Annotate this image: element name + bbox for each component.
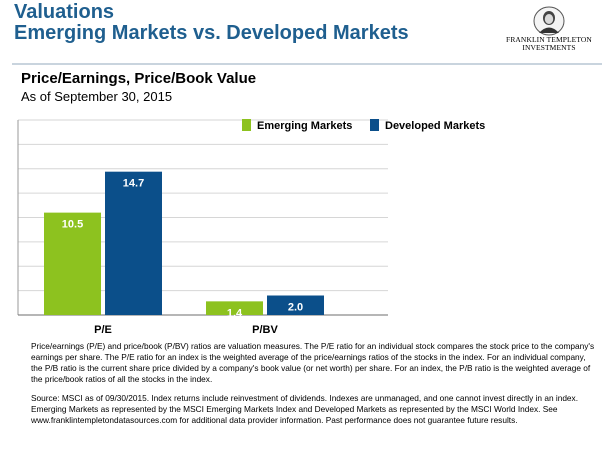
slide-title-line2: Emerging Markets vs. Developed Markets [14, 22, 409, 44]
data-label: 10.5 [62, 219, 83, 231]
legend-label: Emerging Markets [257, 120, 352, 132]
chart-subtitle: As of September 30, 2015 [21, 89, 173, 104]
bar-developed-markets-pe [105, 171, 162, 315]
x-tick-label: P/E [94, 324, 112, 336]
header-divider [12, 63, 602, 65]
portrait-icon [533, 6, 565, 36]
data-label: 14.7 [123, 178, 144, 190]
data-label: 1.4 [227, 307, 243, 319]
logo-text-line1: FRANKLIN TEMPLETON [506, 35, 592, 44]
data-label: 2.0 [288, 302, 303, 314]
bar-chart: 10.5 14.7 P/E 1.4 2.0 P/BV Emerging Markets Dev… [17, 119, 485, 336]
x-tick-label: P/BV [252, 324, 278, 336]
bar-emerging-markets-pbv [206, 301, 263, 315]
footnote-source: Source: MSCI as of 09/30/2015. Index ret… [31, 393, 579, 425]
legend-label: Developed Markets [385, 120, 485, 132]
chart-title: Price/Earnings, Price/Book Value [21, 70, 257, 87]
slide-title: Valuations Emerging Markets vs. Develope… [14, 2, 409, 44]
slide-title-line1: Valuations [14, 1, 115, 23]
company-logo: FRANKLIN TEMPLETON INVESTMENTS [500, 6, 598, 60]
bar-emerging-markets-pe [44, 212, 101, 315]
logo-text-line2: INVESTMENTS [522, 43, 576, 52]
footnote-definitions: Price/earnings (P/E) and price/book (P/B… [31, 341, 595, 384]
bar-developed-markets-pbv [267, 295, 324, 315]
legend-swatch [242, 119, 251, 131]
footnotes: Price/earnings (P/E) and price/book (P/B… [31, 341, 597, 434]
legend-swatch [370, 119, 379, 131]
